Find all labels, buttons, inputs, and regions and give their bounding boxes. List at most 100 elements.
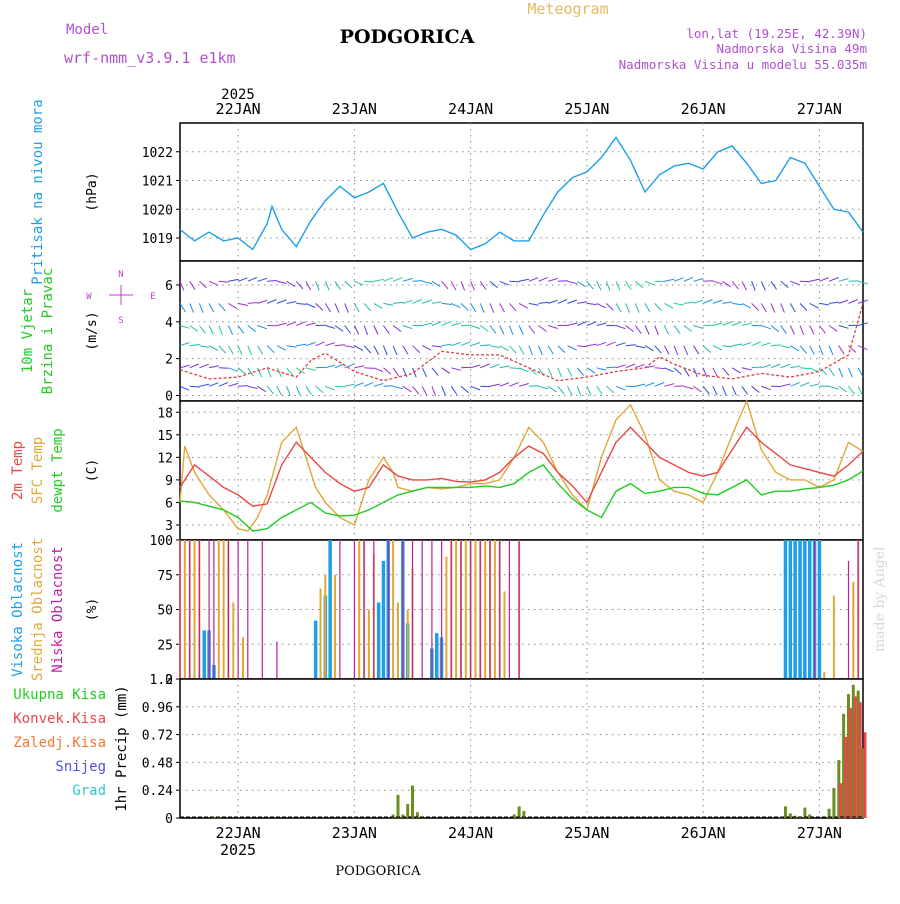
day-label-bottom: 27JAN (797, 824, 842, 842)
day-label-top: 23JAN (332, 100, 377, 118)
day-label-bottom: 24JAN (448, 824, 493, 842)
wind-barb (364, 281, 374, 282)
wind-barb (316, 367, 326, 368)
compass-label: W (86, 292, 92, 302)
cloud-low-bar (848, 561, 849, 679)
cloud-low-bar (213, 540, 214, 679)
cloud-low-bar (238, 540, 239, 679)
cloud-low-bar (431, 540, 432, 679)
cloud-low-bar (364, 540, 365, 679)
y-tick-label: 15 (157, 429, 173, 444)
panel-frame (180, 679, 863, 818)
cloud-low-bar (199, 540, 200, 679)
y-tick-label: 1.2 (150, 673, 173, 688)
cloud-mid-bar (242, 637, 244, 679)
cloud-mid-bar (823, 672, 825, 679)
cloud-mid-bar (334, 575, 336, 679)
cloud-mid-bar (184, 540, 186, 679)
cloud-mid-bar (397, 603, 399, 680)
axis-title-line: Srednja Oblacnost (30, 538, 46, 681)
y-tick-label: 0.72 (142, 729, 173, 744)
meteogram-title: Meteogram (527, 0, 608, 18)
axis-unit: (%) (85, 598, 100, 621)
cloud-high-bar (435, 633, 439, 679)
cloud-low-bar (499, 540, 500, 679)
wind-barb (383, 386, 393, 387)
axis-title-line: Niska Oblacnost (50, 546, 66, 672)
y-tick-label: 0.48 (142, 756, 173, 771)
day-label-bottom: 22JAN (216, 824, 261, 842)
cloud-low-bar (179, 540, 180, 679)
day-label-top: 24JAN (448, 100, 493, 118)
axis-unit: 1hr Precip (mm) (114, 685, 130, 811)
cloud-high-bar (808, 540, 812, 679)
axis-title-line: SFC Temp (30, 437, 46, 504)
day-label-top: 25JAN (564, 100, 609, 118)
compass-label: E (150, 292, 155, 302)
cloud-mid-bar (407, 610, 409, 680)
city-title: PODGORICA (340, 26, 475, 48)
precip-conv-bar (864, 732, 867, 818)
day-label-bottom: 26JAN (681, 824, 726, 842)
cloud-low-bar (451, 540, 452, 679)
y-tick-label: 75 (157, 569, 173, 584)
precip-conv-bar (844, 737, 847, 818)
wind-barb (413, 281, 423, 282)
y-tick-label: 3 (165, 519, 173, 534)
cloud-low-bar (354, 540, 355, 679)
y-tick-label: 1020 (142, 203, 173, 218)
panel-frame (180, 401, 863, 540)
cloud-high-bar (203, 630, 207, 679)
legend-label: Grad (72, 783, 106, 799)
cloud-mid-bar (852, 582, 854, 679)
axis-title-line: 10m Vjetar (20, 289, 36, 373)
y-tick-label: 0.24 (142, 784, 173, 799)
cloud-high-bar (314, 621, 318, 679)
axis-unit: (C) (85, 459, 100, 482)
precip-total-bar (803, 808, 806, 818)
y-tick-label: 0 (165, 812, 173, 827)
day-label-top: 27JAN (797, 100, 842, 118)
wind-barb (509, 368, 519, 369)
cloud-low-bar (519, 540, 520, 679)
y-tick-label: 2 (165, 353, 173, 368)
y-tick-label: 9 (165, 474, 173, 489)
cloud-high-bar (803, 540, 807, 679)
cloud-low-bar (247, 540, 248, 679)
precip-total-bar (411, 786, 414, 818)
y-tick-label: 1022 (142, 146, 173, 161)
axis-title-line: Visoka Oblacnost (10, 542, 26, 677)
cloud-low-bar (509, 540, 510, 679)
y-tick-label: 0 (165, 389, 173, 404)
wind-barb (461, 367, 471, 368)
elevation-label: Nadmorska Visina 49m (716, 41, 867, 56)
precip-total-bar (406, 804, 409, 818)
cloud-mid-bar (218, 540, 220, 679)
compass-label: S (118, 316, 123, 326)
axis-title-line: 2m Temp (10, 441, 26, 500)
day-label-bottom: 23JAN (332, 824, 377, 842)
day-label-bottom: 25JAN (564, 824, 609, 842)
footer-city: PODGORICA (335, 864, 421, 879)
cloud-low-bar (276, 642, 277, 680)
cloud-high-bar (382, 561, 386, 679)
cloud-mid-bar (358, 540, 360, 679)
cloud-low-bar (388, 540, 389, 679)
cloud-low-bar (480, 540, 481, 679)
wind-barb (219, 368, 229, 369)
precip-total-bar (784, 806, 787, 818)
y-tick-label: 25 (157, 638, 173, 653)
wind-barb (480, 386, 490, 387)
cloud-low-bar (373, 540, 374, 679)
y-tick-label: 6 (165, 279, 173, 294)
y-tick-label: 1019 (142, 232, 173, 247)
model-elevation-label: Nadmorska Visina u modelu 55.035m (619, 57, 867, 72)
cloud-low-bar (858, 540, 859, 679)
watermark: made by Angel (872, 546, 888, 652)
legend-label: Zaledj.Kisa (13, 735, 106, 751)
y-tick-label: 50 (157, 604, 173, 619)
